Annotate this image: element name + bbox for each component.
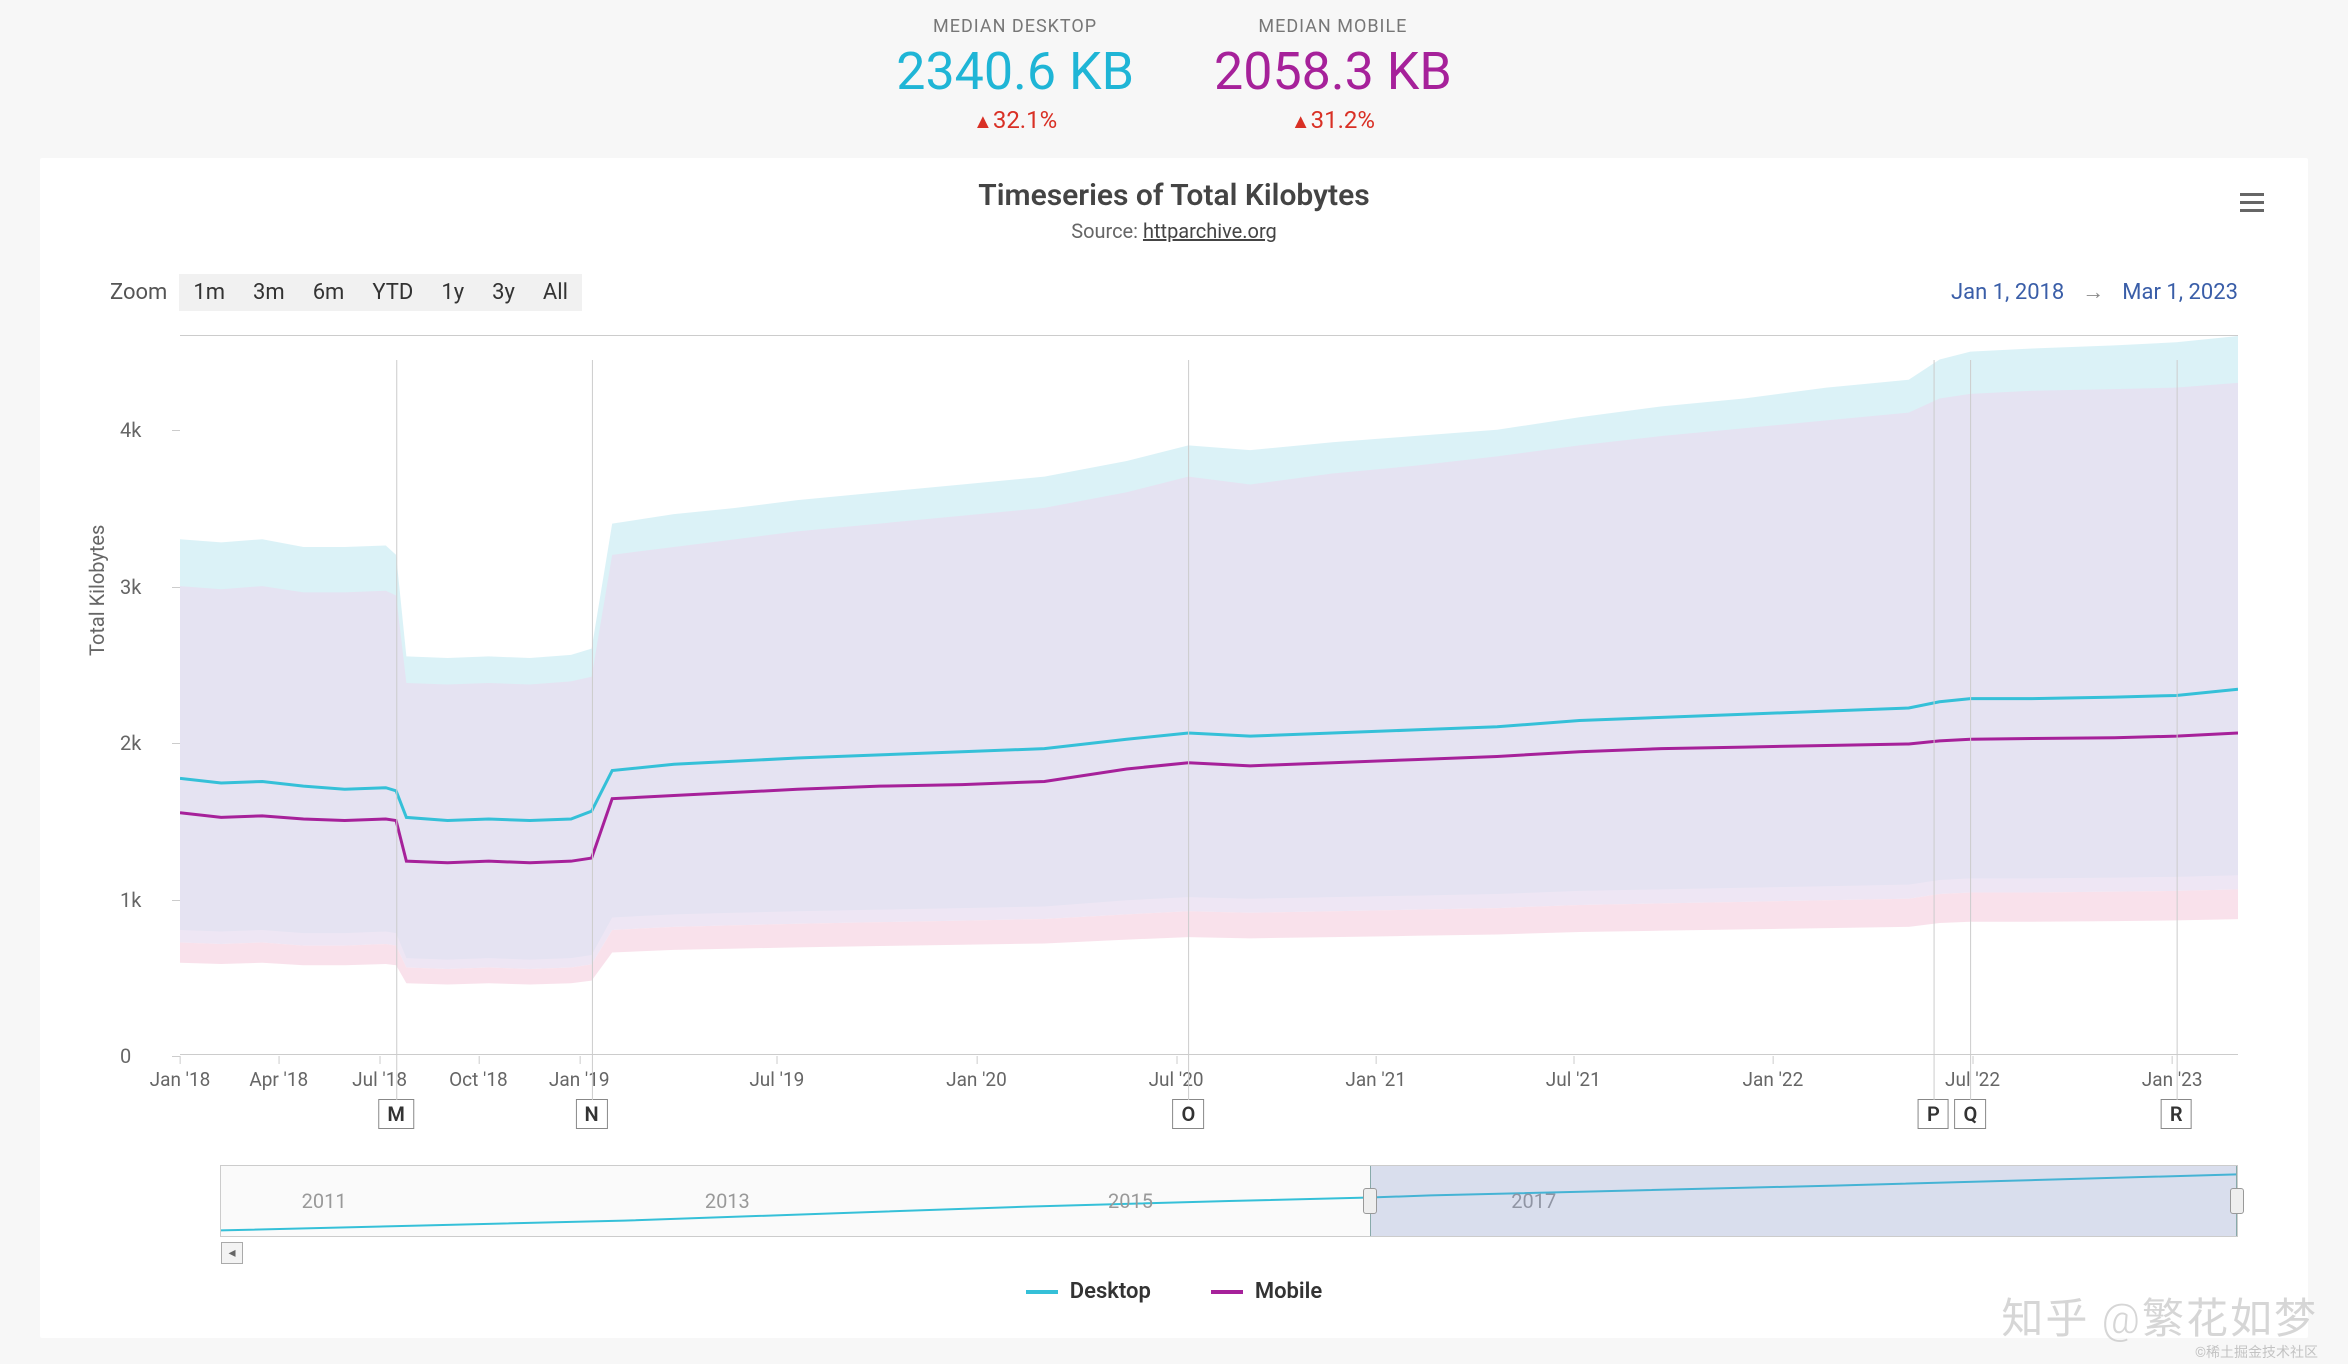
zoom-6m[interactable]: 6m <box>299 274 359 311</box>
legend-mobile[interactable]: Mobile <box>1211 1279 1322 1304</box>
legend-swatch <box>1211 1290 1243 1294</box>
header-stats: MEDIAN DESKTOP 2340.6 KB ▲32.1% MEDIAN M… <box>0 0 2348 158</box>
x-tick: Jul '20 <box>1149 1068 1204 1091</box>
stat-mobile-label: MEDIAN MOBILE <box>1214 16 1452 37</box>
chart-svg <box>180 336 2238 1055</box>
navigator-selection[interactable] <box>1370 1166 2237 1236</box>
flag-Q[interactable]: Q <box>1955 1099 1987 1129</box>
plot-area[interactable]: Total Kilobytes 01k2k3k4kJan '18Apr '18J… <box>180 335 2238 1055</box>
legend-desktop[interactable]: Desktop <box>1026 1279 1151 1304</box>
chart-title: Timeseries of Total Kilobytes <box>70 178 2278 213</box>
y-tick: 4k <box>120 418 141 442</box>
legend-label: Desktop <box>1070 1279 1151 1304</box>
legend-swatch <box>1026 1290 1058 1294</box>
y-axis-title: Total Kilobytes <box>85 524 109 655</box>
y-tick: 1k <box>120 888 141 912</box>
navigator[interactable]: ◂ 2011201320152017 <box>220 1165 2238 1237</box>
zoom-ytd[interactable]: YTD <box>358 274 427 311</box>
stat-desktop: MEDIAN DESKTOP 2340.6 KB ▲32.1% <box>896 16 1134 134</box>
zoom-1m[interactable]: 1m <box>179 274 239 311</box>
chart-controls: Zoom 1m3m6mYTD1y3yAll Jan 1, 2018 → Mar … <box>70 279 2278 305</box>
stat-mobile-delta: ▲31.2% <box>1214 106 1452 134</box>
x-tick: Jul '18 <box>352 1068 407 1091</box>
y-tick: 2k <box>120 731 141 755</box>
x-tick: Jan '22 <box>1743 1068 1804 1091</box>
stat-desktop-value: 2340.6 KB <box>896 43 1134 100</box>
chart-menu-button[interactable] <box>2230 182 2274 222</box>
x-tick: Jan '20 <box>946 1068 1007 1091</box>
zoom-3m[interactable]: 3m <box>239 274 299 311</box>
up-triangle-icon: ▲ <box>973 109 993 133</box>
date-from[interactable]: Jan 1, 2018 <box>1951 280 2064 305</box>
x-tick: Jul '22 <box>1945 1068 2000 1091</box>
x-tick: Jan '23 <box>2142 1068 2203 1091</box>
stat-mobile-value: 2058.3 KB <box>1214 43 1452 100</box>
y-tick: 3k <box>120 575 141 599</box>
date-to[interactable]: Mar 1, 2023 <box>2122 280 2238 305</box>
x-tick: Oct '18 <box>449 1068 508 1091</box>
x-axis-line <box>180 1054 2238 1055</box>
date-range: Jan 1, 2018 → Mar 1, 2023 <box>1951 279 2238 305</box>
navigator-handle-left[interactable] <box>1363 1188 1377 1214</box>
legend: Desktop Mobile <box>70 1279 2278 1304</box>
zoom-group: Zoom 1m3m6mYTD1y3yAll <box>110 280 582 305</box>
watermark-sub: ©稀土掘金技术社区 <box>2195 1342 2318 1362</box>
chart-subtitle: Source: httparchive.org <box>70 219 2278 243</box>
flag-N[interactable]: N <box>576 1099 608 1129</box>
zoom-1y[interactable]: 1y <box>427 274 478 311</box>
x-tick: Jan '18 <box>150 1068 211 1091</box>
navigator-scroll-left[interactable]: ◂ <box>221 1242 243 1264</box>
nav-year: 2011 <box>302 1189 347 1213</box>
flag-P[interactable]: P <box>1918 1099 1949 1129</box>
flag-R[interactable]: R <box>2161 1099 2192 1129</box>
stat-desktop-label: MEDIAN DESKTOP <box>896 16 1134 37</box>
up-triangle-icon: ▲ <box>1291 109 1311 133</box>
nav-year: 2013 <box>705 1189 750 1213</box>
flag-M[interactable]: M <box>378 1099 414 1129</box>
stat-desktop-delta: ▲32.1% <box>896 106 1134 134</box>
flag-O[interactable]: O <box>1173 1099 1205 1129</box>
x-tick: Jul '21 <box>1546 1068 1601 1091</box>
x-tick: Jan '21 <box>1345 1068 1406 1091</box>
chart-card: Timeseries of Total Kilobytes Source: ht… <box>40 158 2308 1338</box>
navigator-handle-right[interactable] <box>2230 1188 2244 1214</box>
y-tick: 0 <box>120 1044 131 1068</box>
nav-year: 2015 <box>1108 1189 1153 1213</box>
x-tick: Jul '19 <box>749 1068 804 1091</box>
x-tick: Jan '19 <box>549 1068 610 1091</box>
x-tick: Apr '18 <box>249 1068 308 1091</box>
arrow-right-icon: → <box>2082 279 2104 305</box>
zoom-3y[interactable]: 3y <box>478 274 529 311</box>
zoom-all[interactable]: All <box>529 274 582 311</box>
legend-label: Mobile <box>1255 1279 1322 1304</box>
stat-mobile: MEDIAN MOBILE 2058.3 KB ▲31.2% <box>1214 16 1452 134</box>
zoom-label: Zoom <box>110 280 167 305</box>
source-link[interactable]: httparchive.org <box>1143 219 1277 243</box>
